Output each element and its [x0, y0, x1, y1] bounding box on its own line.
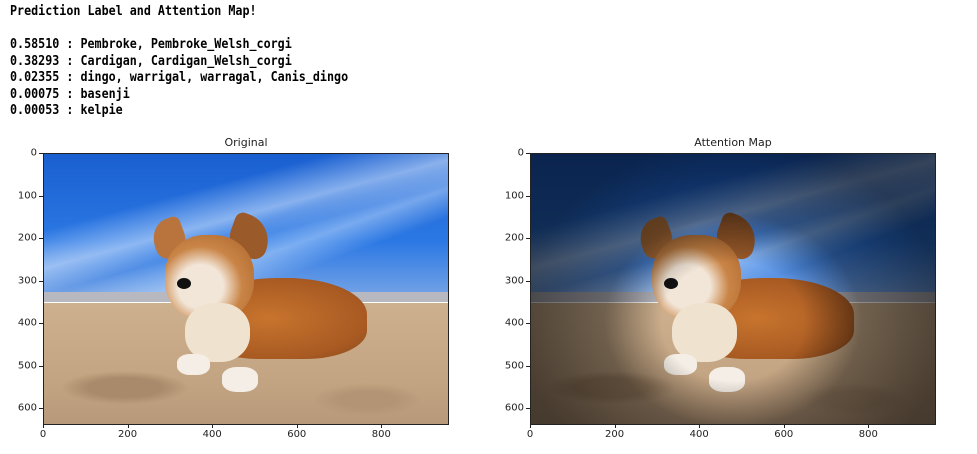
x-tick-label: 0: [39, 429, 47, 440]
y-tick-mark: [526, 408, 530, 409]
y-tick-mark: [526, 195, 530, 197]
x-tick-label: 400: [202, 429, 222, 440]
y-tick-mark: [39, 153, 43, 154]
prediction-line: 0.38293 : Cardigan, Cardigan_Welsh_corgi: [10, 53, 292, 69]
y-tick-label: 100: [504, 190, 524, 201]
y-tick-mark: [526, 153, 530, 154]
x-tick-label: 800: [371, 429, 391, 440]
y-tick-label: 200: [504, 232, 524, 244]
output-heading: Prediction Label and Attention Map!: [10, 4, 257, 19]
x-tick-mark: [783, 424, 785, 428]
x-tick-label: 200: [605, 429, 625, 440]
y-tick-label: 300: [17, 275, 37, 286]
prediction-line: 0.02355 : dingo, warrigal, warragal, Can…: [10, 70, 349, 85]
image-axes: [530, 153, 936, 425]
prediction-output: Prediction Label and Attention Map! ​ 0.…: [10, 4, 348, 118]
plot-title: Original: [224, 136, 268, 149]
x-tick-mark: [43, 424, 44, 428]
y-tick-label: 100: [17, 190, 37, 201]
y-tick-label: 400: [17, 317, 37, 329]
corgi-image: [531, 154, 935, 424]
y-tick-label: 200: [17, 232, 37, 244]
y-tick-mark: [39, 408, 43, 409]
y-tick-label: 300: [504, 275, 524, 286]
x-tick-label: 800: [858, 429, 878, 440]
prediction-line: 0.00053 : kelpie: [10, 103, 123, 118]
x-tick-mark: [127, 424, 129, 428]
y-tick-label: 0: [30, 147, 37, 159]
y-tick-label: 500: [17, 360, 37, 371]
y-tick-mark: [39, 195, 43, 197]
x-tick-mark: [868, 424, 870, 428]
y-tick-mark: [39, 238, 43, 239]
y-tick-mark: [526, 365, 530, 367]
x-tick-label: 200: [118, 429, 138, 440]
attention-map-plot: Attention Map 0 200 400 600 800 0 100 200 300 400 5…: [505, 136, 936, 440]
y-tick-label: 600: [17, 402, 37, 414]
original-plot: Original 0 200 400 600 800 0 100 200 300 400 500 600: [18, 136, 449, 440]
x-tick-mark: [212, 424, 214, 428]
y-tick-label: 600: [504, 402, 524, 414]
y-tick-mark: [526, 238, 530, 239]
y-tick-mark: [39, 280, 43, 282]
x-tick-mark: [614, 424, 616, 428]
y-tick-mark: [39, 323, 43, 324]
x-tick-mark: [381, 424, 383, 428]
prediction-line: 0.00075 : basenji: [10, 86, 130, 102]
x-tick-mark: [530, 424, 531, 428]
y-tick-label: 0: [517, 147, 524, 159]
y-tick-label: 400: [504, 317, 524, 329]
x-tick-mark: [699, 424, 701, 428]
x-tick-mark: [296, 424, 298, 428]
y-tick-label: 500: [504, 360, 524, 371]
x-tick-label: 400: [689, 429, 709, 440]
x-tick-label: 600: [287, 429, 307, 440]
y-tick-mark: [526, 323, 530, 324]
x-tick-label: 0: [526, 429, 534, 440]
prediction-line: 0.58510 : Pembroke, Pembroke_Welsh_corgi: [10, 37, 292, 52]
y-tick-mark: [39, 365, 43, 367]
attention-overlay: [531, 154, 935, 424]
x-tick-label: 600: [774, 429, 794, 440]
corgi-image: [44, 154, 448, 424]
plot-title: Attention Map: [694, 136, 772, 149]
y-tick-mark: [526, 280, 530, 282]
image-axes: [43, 153, 449, 425]
